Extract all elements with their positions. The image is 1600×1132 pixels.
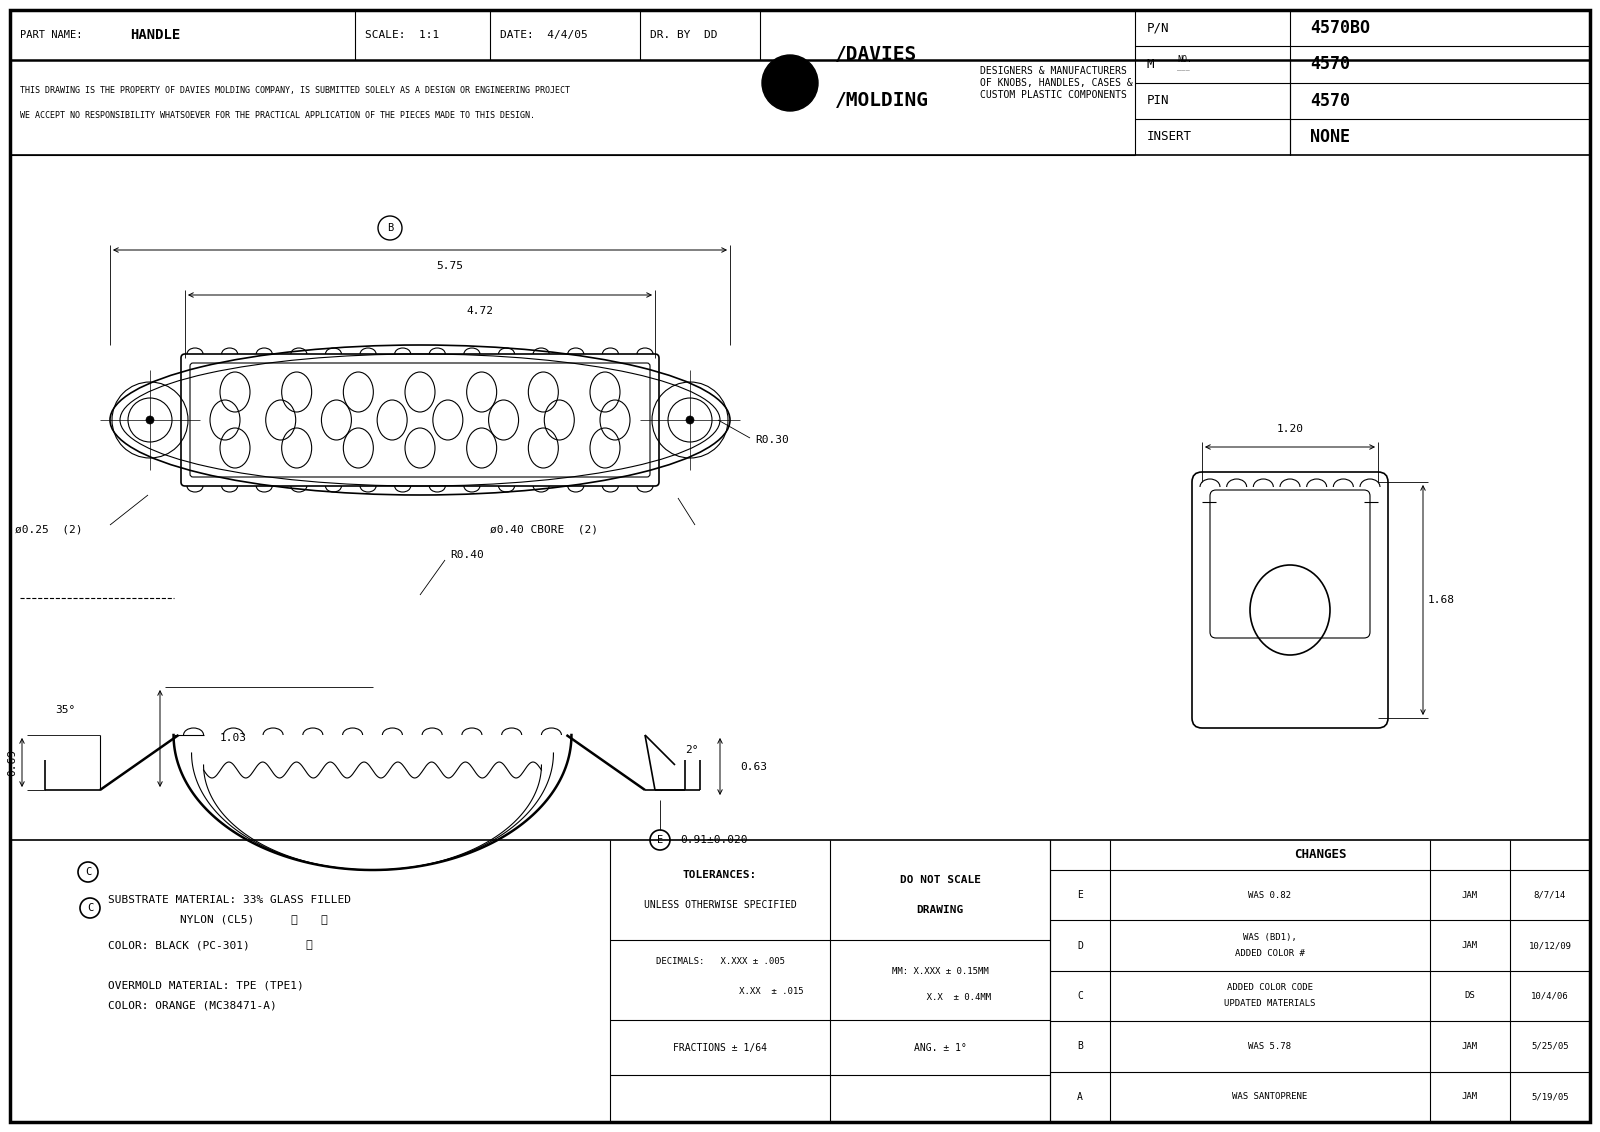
Text: E: E [658, 835, 662, 844]
Text: 0.63: 0.63 [739, 762, 766, 772]
Text: CHANGES: CHANGES [1294, 849, 1346, 861]
Text: C: C [85, 867, 91, 877]
Text: ⓓ: ⓓ [306, 940, 312, 950]
Text: SUBSTRATE MATERIAL: 33% GLASS FILLED: SUBSTRATE MATERIAL: 33% GLASS FILLED [109, 895, 350, 904]
Text: Ⓐ: Ⓐ [290, 915, 296, 925]
Circle shape [762, 55, 818, 111]
Text: X.XX  ± .015: X.XX ± .015 [637, 987, 803, 996]
Text: PART NAME:: PART NAME: [19, 31, 83, 40]
Text: 4570: 4570 [1310, 92, 1350, 110]
Text: DECIMALS:   X.XXX ± .005: DECIMALS: X.XXX ± .005 [656, 958, 784, 967]
Text: TOLERANCES:: TOLERANCES: [683, 871, 757, 880]
Text: ADDED COLOR CODE: ADDED COLOR CODE [1227, 984, 1314, 993]
Text: A: A [1077, 1091, 1083, 1101]
Text: THIS DRAWING IS THE PROPERTY OF DAVIES MOLDING COMPANY, IS SUBMITTED SOLELY AS A: THIS DRAWING IS THE PROPERTY OF DAVIES M… [19, 86, 570, 94]
Text: M: M [1147, 58, 1162, 71]
Text: 4.72: 4.72 [467, 306, 493, 316]
Text: C: C [86, 903, 93, 914]
Text: JAM: JAM [1462, 1092, 1478, 1101]
Text: ø0.40 CBORE  (2): ø0.40 CBORE (2) [490, 525, 598, 535]
Text: COLOR: ORANGE (MC38471-A): COLOR: ORANGE (MC38471-A) [109, 1000, 277, 1010]
Text: P/N: P/N [1147, 22, 1170, 35]
Text: ADDED COLOR #: ADDED COLOR # [1235, 949, 1306, 958]
Text: MM: X.XXX ± 0.15MM: MM: X.XXX ± 0.15MM [891, 968, 989, 977]
Text: FRACTIONS ± 1/64: FRACTIONS ± 1/64 [674, 1043, 766, 1053]
Text: 2°: 2° [685, 745, 699, 755]
Text: WAS (BD1),: WAS (BD1), [1243, 933, 1298, 942]
Text: DS: DS [1464, 992, 1475, 1001]
Text: D: D [1077, 941, 1083, 951]
Text: NO.: NO. [1178, 54, 1192, 63]
Text: ⓓ: ⓓ [320, 915, 326, 925]
Text: ANG. ± 1°: ANG. ± 1° [914, 1043, 966, 1053]
Text: NONE: NONE [1310, 128, 1350, 146]
Circle shape [686, 415, 694, 424]
Text: ø0.25  (2): ø0.25 (2) [14, 525, 83, 535]
Text: DATE:  4/4/05: DATE: 4/4/05 [499, 31, 587, 40]
Text: /MOLDING: /MOLDING [835, 91, 930, 110]
Text: B: B [1077, 1041, 1083, 1052]
Text: B: B [387, 223, 394, 233]
Text: R0.40: R0.40 [450, 550, 483, 560]
Text: 5.75: 5.75 [437, 261, 464, 271]
Text: ___: ___ [1178, 66, 1190, 71]
Text: DR. BY  DD: DR. BY DD [650, 31, 717, 40]
Text: 10/4/06: 10/4/06 [1531, 992, 1570, 1001]
Text: C: C [1077, 990, 1083, 1001]
Text: PIN: PIN [1147, 94, 1170, 108]
Text: 1.03: 1.03 [221, 734, 246, 743]
Text: DO NOT SCALE: DO NOT SCALE [899, 875, 981, 885]
Text: 10/12/09: 10/12/09 [1528, 941, 1571, 950]
Text: 1.20: 1.20 [1277, 424, 1304, 434]
Text: X.X  ± 0.4MM: X.X ± 0.4MM [890, 994, 990, 1003]
Text: SCALE:  1:1: SCALE: 1:1 [365, 31, 440, 40]
Text: WAS 5.78: WAS 5.78 [1248, 1041, 1291, 1050]
Text: 5/25/05: 5/25/05 [1531, 1041, 1570, 1050]
Text: 4570BO: 4570BO [1310, 19, 1370, 37]
Text: 0.69: 0.69 [6, 749, 18, 777]
Circle shape [146, 415, 154, 424]
Text: R0.30: R0.30 [755, 435, 789, 445]
Text: JAM: JAM [1462, 891, 1478, 900]
Text: UNLESS OTHERWISE SPECIFIED: UNLESS OTHERWISE SPECIFIED [643, 900, 797, 910]
Text: OVERMOLD MATERIAL: TPE (TPE1): OVERMOLD MATERIAL: TPE (TPE1) [109, 980, 304, 990]
Text: COLOR: BLACK (PC-301): COLOR: BLACK (PC-301) [109, 940, 250, 950]
Text: DESIGNERS & MANUFACTURERS
OF KNOBS, HANDLES, CASES &
CUSTOM PLASTIC COMPONENTS: DESIGNERS & MANUFACTURERS OF KNOBS, HAND… [979, 67, 1133, 100]
Text: WAS SANTOPRENE: WAS SANTOPRENE [1232, 1092, 1307, 1101]
Text: 35°: 35° [54, 705, 75, 715]
Text: UPDATED MATERIALS: UPDATED MATERIALS [1224, 1000, 1315, 1009]
Text: DRAWING: DRAWING [917, 904, 963, 915]
Text: 5/19/05: 5/19/05 [1531, 1092, 1570, 1101]
Text: JAM: JAM [1462, 1041, 1478, 1050]
Text: E: E [1077, 890, 1083, 900]
Text: INSERT: INSERT [1147, 130, 1192, 144]
Text: 4570: 4570 [1310, 55, 1350, 74]
Text: 0.91±0.020: 0.91±0.020 [680, 835, 747, 844]
Text: NYLON (CL5): NYLON (CL5) [179, 915, 254, 925]
Text: HANDLE: HANDLE [130, 28, 181, 42]
Text: /DAVIES: /DAVIES [835, 45, 917, 65]
Text: 8/7/14: 8/7/14 [1534, 891, 1566, 900]
Text: 1.68: 1.68 [1427, 595, 1454, 604]
Text: JAM: JAM [1462, 941, 1478, 950]
Text: WAS 0.82: WAS 0.82 [1248, 891, 1291, 900]
Text: WE ACCEPT NO RESPONSIBILITY WHATSOEVER FOR THE PRACTICAL APPLICATION OF THE PIEC: WE ACCEPT NO RESPONSIBILITY WHATSOEVER F… [19, 111, 534, 120]
